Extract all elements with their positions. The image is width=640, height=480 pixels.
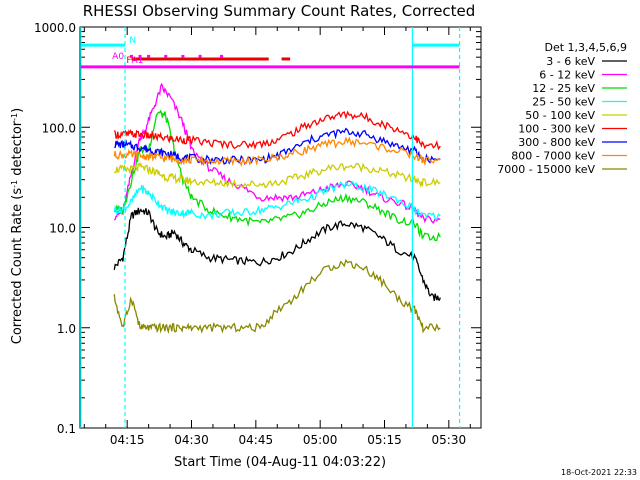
series-line-0 <box>113 207 441 302</box>
x-tick-label-1: 04:30 <box>174 433 209 447</box>
x-tick-label-0: 04:15 <box>110 433 145 447</box>
x-tick-label-3: 05:00 <box>303 433 338 447</box>
series-line-3 <box>113 180 441 221</box>
y-tick-labels: 0.1 1.0 10.0 100.0 1000.0 <box>34 21 76 436</box>
y-axis-label: Corrected Count Rate (s-1 detector-1) <box>10 108 26 344</box>
legend-label-5: 100 - 300 keV <box>518 123 595 136</box>
legend-label-1: 6 - 12 keV <box>539 69 595 82</box>
legend-title: Det 1,3,4,5,6,9 <box>544 41 627 54</box>
series-layer <box>113 82 441 335</box>
y-tick-label-4: 1000.0 <box>34 21 76 35</box>
legend-label-4: 50 - 100 keV <box>525 109 595 122</box>
flag-dot-6 <box>220 54 224 58</box>
flag-dot-1 <box>138 54 142 58</box>
legend-label-3: 25 - 50 keV <box>532 96 595 109</box>
flag-dot-0 <box>129 54 133 58</box>
y-tick-label-3: 100.0 <box>42 121 76 135</box>
legend-label-8: 7000 - 15000 keV <box>497 163 595 176</box>
chart-title: RHESSI Observing Summary Count Rates, Co… <box>83 2 476 20</box>
flag-label-1: F <box>126 56 131 66</box>
series-line-8 <box>113 258 441 335</box>
x-tick-label-5: 05:30 <box>432 433 467 447</box>
y-tick-label-0: 0.1 <box>57 422 76 436</box>
legend-label-7: 800 - 7000 keV <box>511 150 595 163</box>
series-line-7 <box>113 136 441 167</box>
flag-label-2: A0 <box>112 52 124 62</box>
legend-label-6: 300 - 800 keV <box>518 136 595 149</box>
flag-label-3: A1 <box>131 56 143 66</box>
plot-frame <box>79 26 482 429</box>
x-tick-labels: 04:15 04:30 04:45 05:00 05:15 05:30 <box>110 433 466 447</box>
flag-dot-4 <box>181 54 185 58</box>
legend-label-0: 3 - 6 keV <box>546 55 595 68</box>
legend-label-2: 12 - 25 keV <box>532 82 595 95</box>
axis-ticks <box>80 26 481 429</box>
x-tick-label-4: 05:15 <box>367 433 402 447</box>
x-tick-label-2: 04:45 <box>239 433 274 447</box>
flag-label-0: N <box>129 36 136 46</box>
x-axis-label: Start Time (04-Aug-11 04:03:22) <box>174 455 386 470</box>
series-line-5 <box>113 110 441 151</box>
flag-dot-2 <box>147 54 151 58</box>
footer-date: 18-Oct-2021 22:33 <box>561 468 637 477</box>
flag-dot-3 <box>164 54 168 58</box>
flag-dot-5 <box>198 54 202 58</box>
series-line-4 <box>113 162 441 189</box>
y-tick-label-1: 1.0 <box>57 322 76 336</box>
y-tick-label-2: 10.0 <box>49 222 76 236</box>
